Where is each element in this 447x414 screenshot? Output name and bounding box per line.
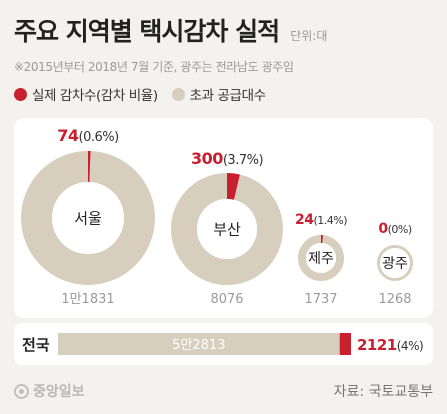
region-3-value-label: 24(1.4%) [295, 212, 347, 228]
region-1-ratio-value: (0.6%) [79, 130, 119, 145]
legend-item-reduction: 실제 감차수(감차 비율) [14, 84, 158, 104]
region-2-reduction-value: 300 [191, 149, 223, 168]
region-2-name: 부산 [213, 220, 241, 238]
national-name: 전국 [22, 336, 50, 354]
national-reduction-value: 2121 [357, 336, 397, 354]
legend-swatch-excess [171, 87, 185, 101]
region-3-excess-label: 1737 [304, 292, 337, 307]
region-2-inner-disk [197, 199, 257, 259]
region-1-reduction-wedge [88, 151, 91, 183]
chart-title: 주요 지역별 택시감차 실적 [14, 17, 280, 46]
logo-text: 중앙일보 [33, 384, 85, 400]
region-4-name: 광주 [382, 256, 408, 272]
region-4-value-label: 0(0%) [378, 221, 411, 237]
region-4-reduction-value: 0 [378, 221, 388, 237]
region-4-ratio-value: (0%) [388, 223, 412, 236]
national-value-label: 2121(4%) [357, 336, 423, 354]
source-label: 자료: 국토교통부 [333, 384, 433, 400]
legend-label-reduction: 실제 감차수(감차 비율) [32, 88, 158, 104]
national-ratio-value: (4%) [397, 339, 423, 353]
legend: 실제 감차수(감차 비율) 초과 공급대수 [14, 84, 276, 105]
region-1-name: 서울 [74, 209, 102, 227]
national-excess-label: 5만2813 [172, 338, 225, 353]
region-4-inner-disk [380, 248, 410, 278]
region-3-inner-disk [306, 243, 336, 273]
national-excess-bar [58, 333, 340, 355]
title-row: 주요 지역별 택시감차 실적 단위:대 [14, 12, 327, 48]
region-1-reduction-value: 74 [57, 126, 79, 145]
region-1-value-label: 74(0.6%) [57, 126, 118, 145]
legend-swatch-reduction [14, 87, 27, 101]
region-3-name: 제주 [308, 251, 334, 267]
region-2-excess-label: 8076 [210, 292, 243, 307]
unit-label: 단위:대 [290, 29, 328, 43]
region-2-reduction-wedge [227, 173, 240, 200]
legend-item-excess: 초과 공급대수 [171, 84, 266, 104]
legend-label-excess: 초과 공급대수 [189, 88, 266, 104]
national-reduction-bar [339, 333, 351, 355]
region-2-value-label: 300(3.7%) [191, 149, 263, 168]
region-3-reduction-value: 24 [295, 212, 314, 228]
region-3-reduction-wedge [321, 235, 324, 244]
region-2-ratio-value: (3.7%) [223, 153, 263, 168]
region-1-inner-disk [52, 182, 124, 254]
region-3-ratio-value: (1.4%) [313, 214, 347, 227]
chart-note: ※2015년부터 2018년 7월 기준, 광주는 전라남도 광주임 [14, 60, 294, 74]
region-4-excess-ring [377, 245, 413, 281]
publisher-logo: 중앙일보 [14, 381, 85, 401]
region-4-excess-label: 1268 [378, 292, 411, 307]
logo-icon [14, 384, 29, 399]
region-1-excess-label: 1만1831 [61, 292, 114, 307]
